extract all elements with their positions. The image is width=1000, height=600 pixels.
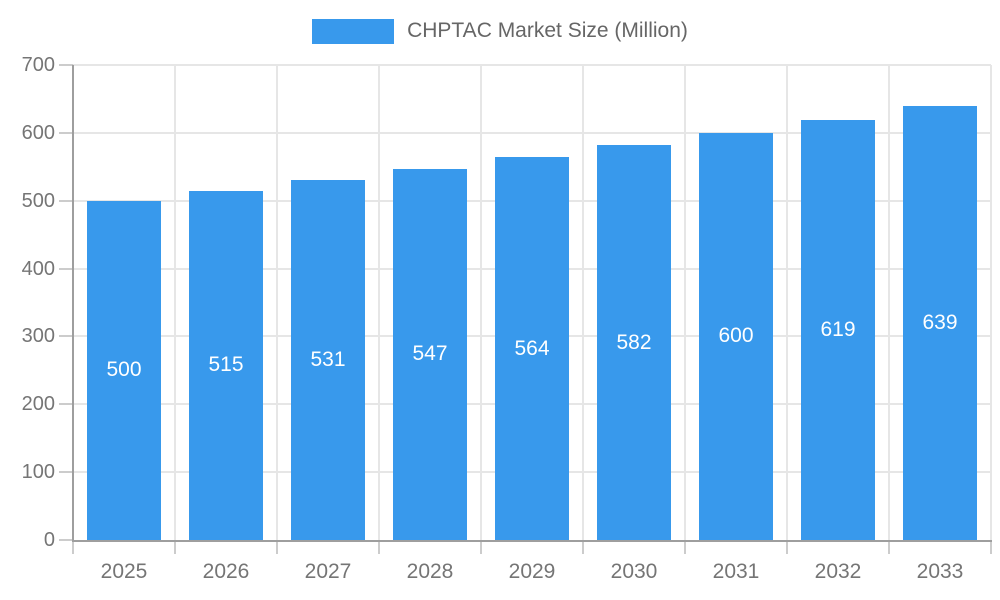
x-axis-label: 2029 [508,560,556,583]
gridline-vertical [378,65,380,540]
bar-value-label: 564 [514,336,550,360]
gridline-vertical [480,65,482,540]
bar[interactable] [393,168,467,540]
x-axis-label: 2032 [814,560,862,583]
x-axis-tick [888,540,890,554]
y-axis-label: 400 [21,257,55,280]
y-axis-label: 700 [21,54,55,76]
legend-swatch [312,18,395,44]
x-axis-label: 2033 [916,560,964,583]
y-axis-label: 200 [21,393,55,416]
bar-value-label: 500 [106,358,142,382]
bar-value-label: 515 [208,353,244,377]
bar-value-label: 531 [310,347,346,371]
bar[interactable] [597,145,671,540]
gridline-vertical [582,65,584,540]
y-axis-label: 100 [21,461,55,484]
x-axis-tick [174,540,176,554]
bar[interactable] [801,119,875,540]
gridline-vertical [174,65,176,540]
x-axis-label: 2027 [304,560,352,583]
x-axis-label: 2026 [202,560,250,583]
y-axis-tick [59,131,73,134]
bar[interactable] [903,106,977,540]
bar[interactable] [291,179,365,540]
bar-value-label: 547 [412,342,448,366]
gridline-vertical [684,65,686,540]
gridline-vertical [786,65,788,540]
bar-value-label: 600 [718,324,754,348]
x-axis-tick [786,540,788,554]
x-axis-label: 2031 [712,560,760,583]
y-axis-tick [59,335,73,338]
bar[interactable] [699,132,773,540]
bar-value-label: 619 [820,317,856,341]
legend[interactable]: CHPTAC Market Size (Million) [0,16,1000,46]
gridline-vertical [888,65,890,540]
x-axis-tick [480,540,482,554]
y-axis-tick [59,64,73,66]
y-axis-line [72,65,74,542]
y-axis-label: 500 [21,189,55,212]
x-axis-tick [582,540,584,554]
x-axis-label: 2030 [610,560,658,583]
bar-value-label: 582 [616,330,652,354]
x-axis-label: 2025 [100,560,148,583]
legend-label: CHPTAC Market Size (Million) [407,19,688,42]
y-axis-label: 0 [43,529,55,551]
x-axis-label: 2028 [406,560,454,583]
gridline-vertical [276,65,278,540]
x-axis-tick [684,540,686,554]
y-axis-tick [59,199,73,202]
x-axis-tick [378,540,380,554]
y-axis-tick [59,539,73,541]
bar[interactable] [495,157,569,540]
gridline-horizontal [73,131,991,134]
x-axis-tick [72,540,74,554]
gridline-horizontal [73,64,991,66]
y-axis-tick [59,267,73,270]
x-axis-tick [276,540,278,554]
bar[interactable] [87,200,161,540]
x-axis-tick [990,540,992,554]
y-axis-tick [59,403,73,406]
bar-value-label: 639 [922,311,958,335]
y-axis-label: 300 [21,325,55,348]
y-axis-label: 600 [21,121,55,144]
bar[interactable] [189,190,263,540]
gridline-vertical [990,65,992,540]
x-axis-line [72,540,992,542]
y-axis-tick [59,471,73,474]
